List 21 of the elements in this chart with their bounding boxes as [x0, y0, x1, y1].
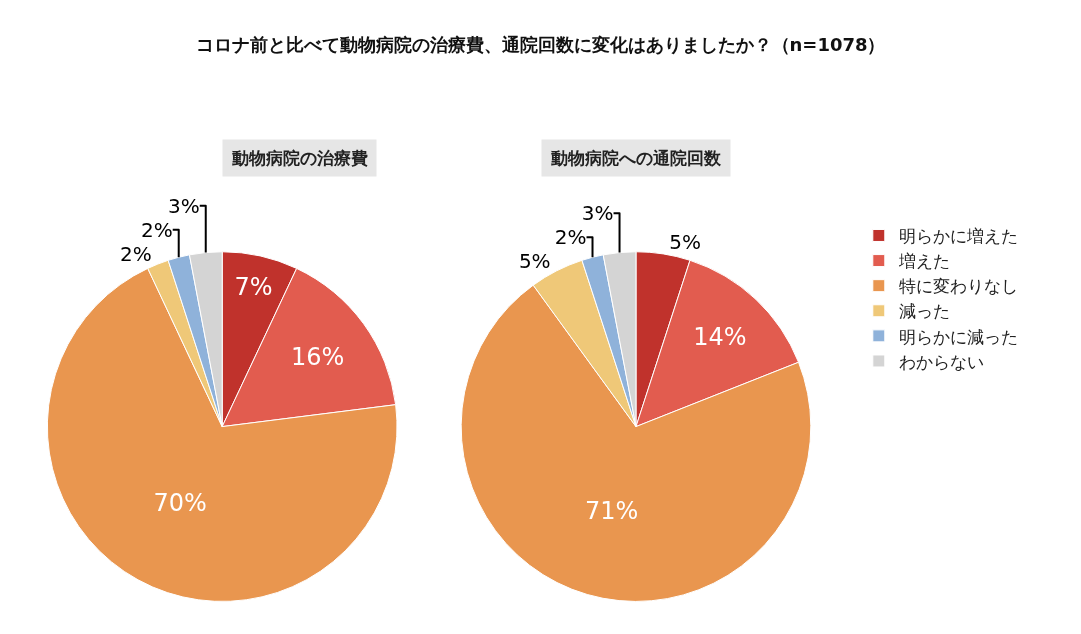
chart-subtitle: 動物病院への通院回数 — [550, 148, 722, 168]
data-label: 2% — [140, 217, 173, 242]
data-label: 71% — [584, 496, 639, 525]
legend-label: 特に変わりなし — [898, 276, 1018, 297]
legend-label: わからない — [898, 351, 984, 372]
legend-label: 明らかに減った — [898, 326, 1018, 347]
chart-title: コロナ前と比べて動物病院の治療費、通院回数に変化はありましたか？（n=1078） — [195, 33, 886, 55]
legend-label: 増えた — [897, 251, 950, 272]
chart-subtitle: 動物病院の治療費 — [231, 148, 368, 168]
data-label: 70% — [153, 489, 207, 518]
data-label: 3% — [581, 201, 614, 226]
data-label: 14% — [693, 323, 747, 352]
data-label: 5% — [518, 249, 551, 274]
data-label: 16% — [290, 343, 345, 372]
data-label: 3% — [168, 193, 200, 218]
data-label: 2% — [120, 241, 152, 266]
data-label: 7% — [234, 272, 273, 301]
legend-label: 減った — [898, 301, 950, 322]
data-label: 2% — [554, 225, 587, 250]
legend-label: 明らかに増えた — [898, 226, 1018, 247]
data-label: 5% — [669, 230, 702, 255]
